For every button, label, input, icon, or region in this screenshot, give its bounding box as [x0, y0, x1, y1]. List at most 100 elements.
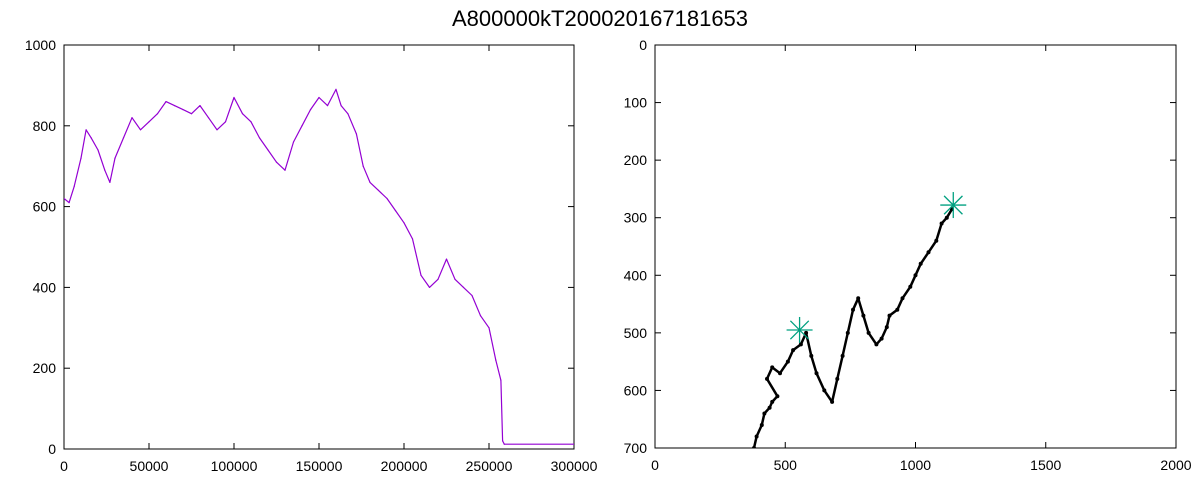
- y-tick-label: 300: [624, 210, 648, 226]
- data-point: [104, 169, 106, 171]
- data-point: [216, 129, 218, 131]
- data-point: [64, 197, 65, 200]
- data-point: [68, 202, 70, 204]
- data-point: [275, 161, 278, 163]
- data-point: [759, 423, 764, 427]
- data-point: [182, 109, 184, 111]
- x-tick-label: 200000: [381, 458, 428, 474]
- data-point: [156, 113, 159, 115]
- x-tick-label: 0: [60, 458, 68, 474]
- plot-frame: [654, 44, 1177, 449]
- data-point: [326, 105, 329, 107]
- y-tick-label: 0: [639, 37, 647, 53]
- data-point: [814, 371, 819, 376]
- marker-stroke: [789, 320, 810, 340]
- data-point: [258, 137, 261, 139]
- data-point: [173, 105, 176, 107]
- data-point: [900, 296, 905, 301]
- data-point: [767, 405, 772, 410]
- data-point: [411, 238, 414, 240]
- y-tick-label: 1000: [25, 37, 56, 53]
- data-point: [148, 121, 150, 123]
- data-point: [241, 113, 244, 115]
- chart-left: 0 50000 100000 150000 200000 250000 300000 0 200…: [25, 37, 598, 474]
- y-tick-label: 600: [33, 199, 57, 215]
- data-point: [918, 261, 923, 266]
- data-point: [856, 296, 861, 301]
- data-point: [770, 399, 775, 404]
- data-point: [340, 105, 342, 107]
- x-tick-label: 50000: [130, 458, 169, 474]
- page-title: A800000kT200020167181653: [451, 6, 749, 31]
- data-point: [394, 210, 397, 212]
- x-tick-label: 250000: [466, 458, 513, 474]
- data-point: [754, 434, 759, 439]
- data-point: [775, 394, 780, 399]
- data-point: [90, 137, 92, 139]
- data-point: [830, 399, 835, 404]
- data-point: [109, 181, 111, 183]
- data-point: [199, 105, 201, 107]
- data-point: [785, 359, 790, 364]
- data-point: [97, 149, 99, 151]
- data-point: [573, 443, 574, 445]
- y-tick-label: 600: [624, 382, 648, 398]
- data-point: [934, 238, 939, 243]
- data-point: [884, 325, 889, 330]
- data-point: [301, 125, 303, 127]
- data-point: [73, 185, 75, 187]
- x-tick-label: 500: [774, 457, 798, 473]
- plot-frame: [63, 44, 575, 450]
- data-point: [861, 313, 866, 318]
- series-line-0: [64, 88, 574, 445]
- data-point: [224, 121, 227, 123]
- data-point: [207, 117, 210, 119]
- data-point: [454, 278, 456, 280]
- y-tick-label: 200: [33, 360, 57, 376]
- data-point: [944, 215, 949, 220]
- data-point: [122, 137, 125, 139]
- marker-asterisk-0: [786, 316, 813, 343]
- data-point: [355, 133, 357, 135]
- y-tick-label: 200: [624, 152, 648, 168]
- data-point: [85, 129, 87, 131]
- data-point: [874, 342, 879, 347]
- data-point: [879, 336, 884, 341]
- x-tick-label: 150000: [296, 458, 343, 474]
- data-point: [437, 278, 439, 280]
- data-point: [913, 273, 918, 278]
- data-point: [335, 88, 337, 90]
- data-point: [369, 181, 371, 183]
- data-point: [765, 376, 769, 381]
- data-point: [318, 96, 320, 99]
- data-point: [347, 113, 349, 115]
- data-point: [495, 359, 497, 361]
- data-point: [479, 315, 482, 317]
- data-point: [503, 443, 505, 445]
- data-point: [420, 274, 422, 276]
- data-point: [165, 101, 167, 103]
- data-point: [488, 327, 490, 329]
- data-point: [866, 330, 871, 335]
- data-point: [362, 165, 364, 167]
- data-point: [292, 141, 295, 143]
- y-tick-label: 400: [624, 267, 648, 283]
- y-tick-label: 700: [624, 440, 648, 456]
- x-tick-label: 100000: [211, 458, 258, 474]
- data-point: [471, 294, 473, 297]
- x-tick-label: 300000: [551, 458, 598, 474]
- data-point: [926, 250, 931, 255]
- data-point: [250, 121, 252, 123]
- data-point: [804, 330, 809, 335]
- data-point: [752, 446, 756, 448]
- data-point: [822, 388, 827, 393]
- y-tick-label: 800: [33, 118, 57, 134]
- x-tick-label: 1500: [1030, 457, 1061, 473]
- y-tick-label: 400: [33, 279, 57, 295]
- data-point: [462, 286, 465, 288]
- data-point: [770, 365, 775, 370]
- data-point: [887, 313, 892, 318]
- data-point: [139, 129, 142, 131]
- data-point: [233, 96, 235, 99]
- marker-stroke: [943, 195, 963, 215]
